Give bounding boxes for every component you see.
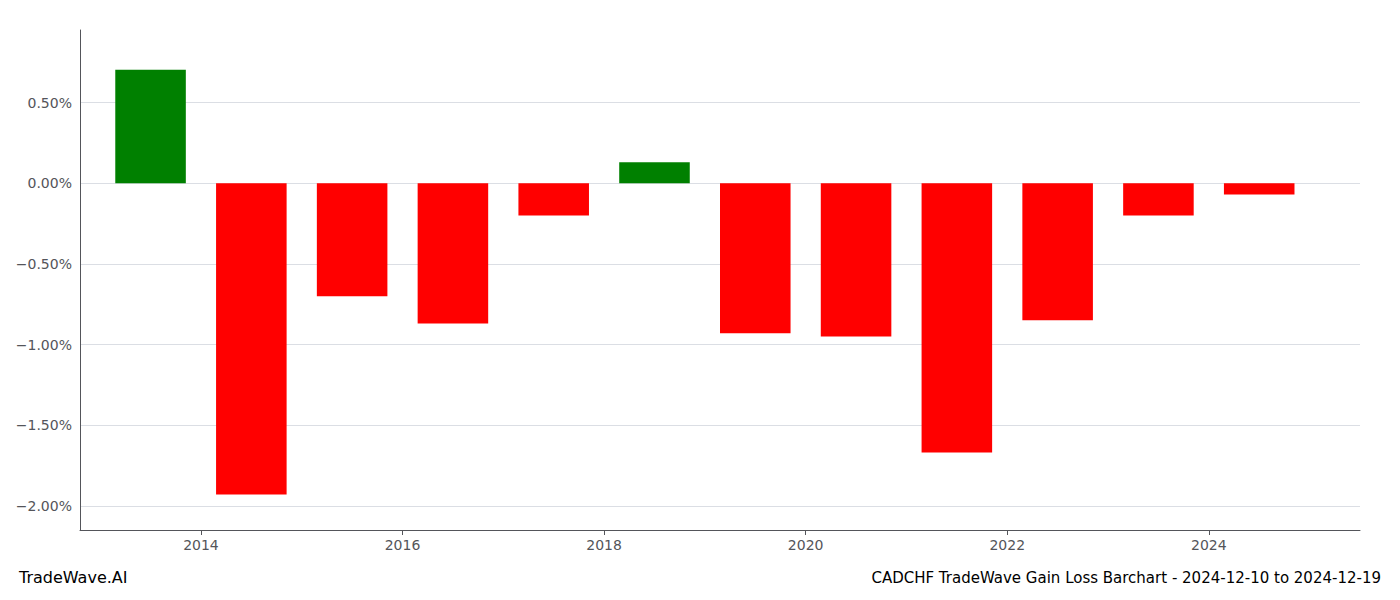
svg-text:0.00%: 0.00% — [28, 175, 72, 191]
svg-text:−0.50%: −0.50% — [16, 256, 72, 272]
svg-text:2022: 2022 — [989, 537, 1025, 553]
svg-text:2024: 2024 — [1191, 537, 1227, 553]
svg-text:−2.00%: −2.00% — [16, 498, 72, 514]
svg-text:0.50%: 0.50% — [28, 95, 72, 111]
svg-text:2018: 2018 — [586, 537, 622, 553]
svg-text:2014: 2014 — [183, 537, 219, 553]
svg-text:2016: 2016 — [385, 537, 421, 553]
svg-text:TradeWave.AI: TradeWave.AI — [18, 568, 127, 587]
svg-text:−1.00%: −1.00% — [16, 337, 72, 353]
svg-text:CADCHF TradeWave Gain Loss Bar: CADCHF TradeWave Gain Loss Barchart - 20… — [871, 569, 1381, 587]
svg-text:−1.50%: −1.50% — [16, 417, 72, 433]
svg-text:2020: 2020 — [788, 537, 824, 553]
